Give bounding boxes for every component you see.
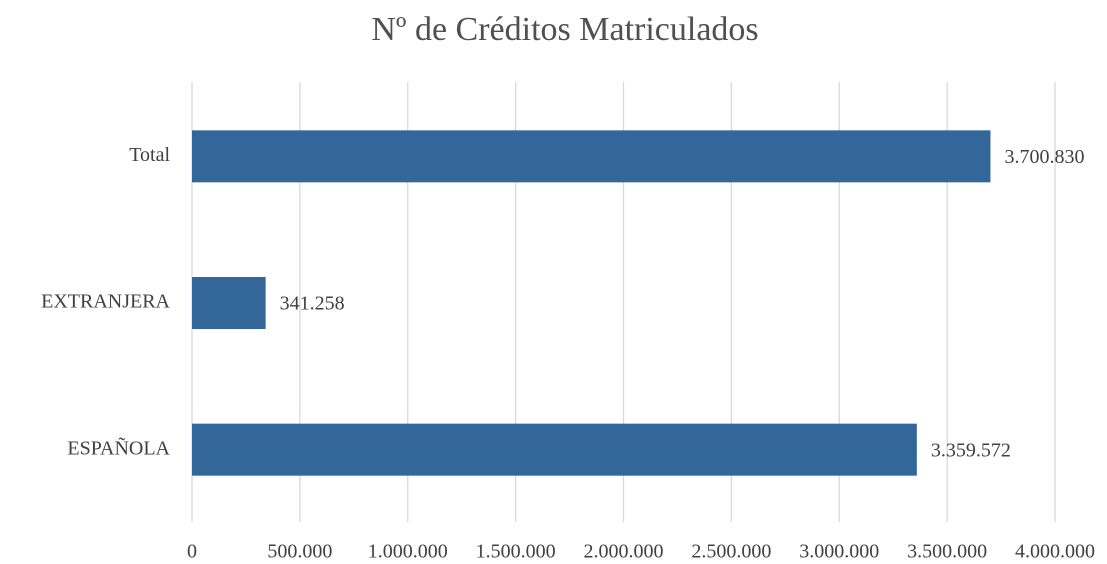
x-tick-label: 0 bbox=[187, 541, 197, 563]
x-tick-label: 4.000.000 bbox=[1015, 541, 1095, 563]
x-tick-label: 1.000.000 bbox=[368, 541, 448, 563]
x-tick-label: 3.500.000 bbox=[907, 541, 987, 563]
y-tick-label: ESPAÑOLA bbox=[67, 435, 170, 459]
y-tick-label: EXTRANJERA bbox=[41, 291, 170, 313]
x-tick-label: 3.000.000 bbox=[799, 541, 879, 563]
bar bbox=[192, 423, 917, 476]
bar bbox=[192, 277, 266, 329]
chart-title: Nº de Créditos Matriculados bbox=[371, 11, 758, 48]
x-tick-label: 2.500.000 bbox=[691, 541, 771, 563]
y-tick-label: Total bbox=[129, 144, 170, 166]
x-tick-label: 500.000 bbox=[267, 541, 332, 563]
data-label: 3.359.572 bbox=[931, 439, 1011, 461]
bar bbox=[192, 130, 991, 183]
x-tick-label: 1.500.000 bbox=[476, 541, 556, 563]
data-label: 3.700.830 bbox=[1004, 146, 1084, 168]
x-tick-label: 2.000.000 bbox=[584, 541, 664, 563]
data-label: 341.258 bbox=[280, 293, 345, 315]
